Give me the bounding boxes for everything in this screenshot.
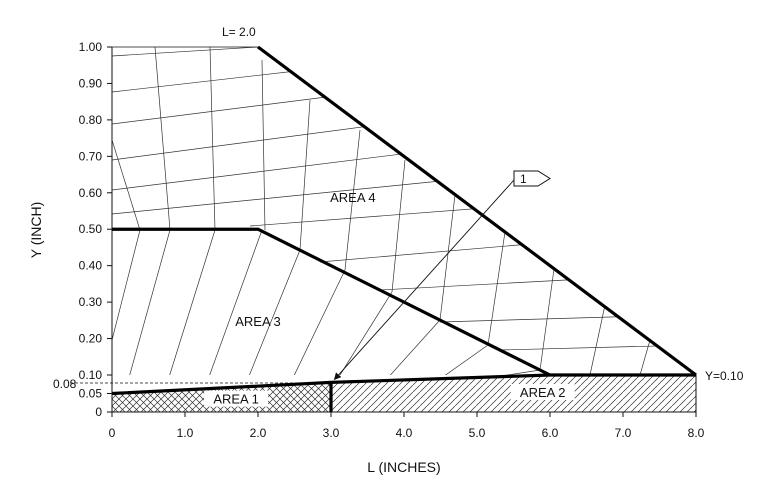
callout-tag: 1 bbox=[513, 170, 551, 187]
x-tick-label: 1.0 bbox=[177, 426, 194, 440]
area-label: AREA 2 bbox=[520, 385, 566, 400]
x-tick-label: 2.0 bbox=[250, 426, 267, 440]
y-tick-label-0.08: 0.08 bbox=[53, 377, 77, 391]
callout-arrow bbox=[333, 179, 515, 381]
right-annotation: Y=0.10 bbox=[705, 369, 744, 383]
y-tick-label: 0.90 bbox=[79, 76, 103, 90]
top-annotation: L= 2.0 bbox=[222, 25, 256, 39]
x-tick-label: 5.0 bbox=[469, 426, 486, 440]
area-label: AREA 1 bbox=[213, 392, 259, 407]
y-tick-label: 0.50 bbox=[79, 222, 103, 236]
area-label-background bbox=[204, 390, 269, 407]
y-tick-label: 0.10 bbox=[79, 368, 103, 382]
y-axis-title: Y (INCH) bbox=[28, 202, 44, 259]
area-label-background bbox=[510, 383, 575, 400]
x-axis-title: L (INCHES) bbox=[367, 459, 440, 475]
y-tick-label: 0.30 bbox=[79, 295, 103, 309]
x-tick-label: 8.0 bbox=[688, 426, 705, 440]
y-tick-label: 0.70 bbox=[79, 149, 103, 163]
y-tick-label: 0 bbox=[95, 405, 102, 419]
area-label: AREA 4 bbox=[330, 190, 376, 205]
y-tick-label: 0.20 bbox=[79, 332, 103, 346]
y-tick-label: 0.80 bbox=[79, 113, 103, 127]
x-tick-label: 6.0 bbox=[542, 426, 559, 440]
area-label: AREA 3 bbox=[235, 314, 281, 329]
y-tick-label: 1.00 bbox=[79, 40, 103, 54]
mesh-lines bbox=[112, 47, 696, 375]
x-tick-label: 4.0 bbox=[396, 426, 413, 440]
x-tick-label: 7.0 bbox=[615, 426, 632, 440]
y-tick-label: 0.60 bbox=[79, 186, 103, 200]
x-tick-label: 3.0 bbox=[323, 426, 340, 440]
y-tick-label: 0.40 bbox=[79, 259, 103, 273]
callout-label: 1 bbox=[520, 172, 527, 186]
boundary-top-diagonal bbox=[257, 45, 697, 377]
y-tick-label: 0.05 bbox=[79, 387, 103, 401]
boundary-area3-top bbox=[112, 227, 551, 377]
x-tick-label: 0 bbox=[109, 426, 116, 440]
